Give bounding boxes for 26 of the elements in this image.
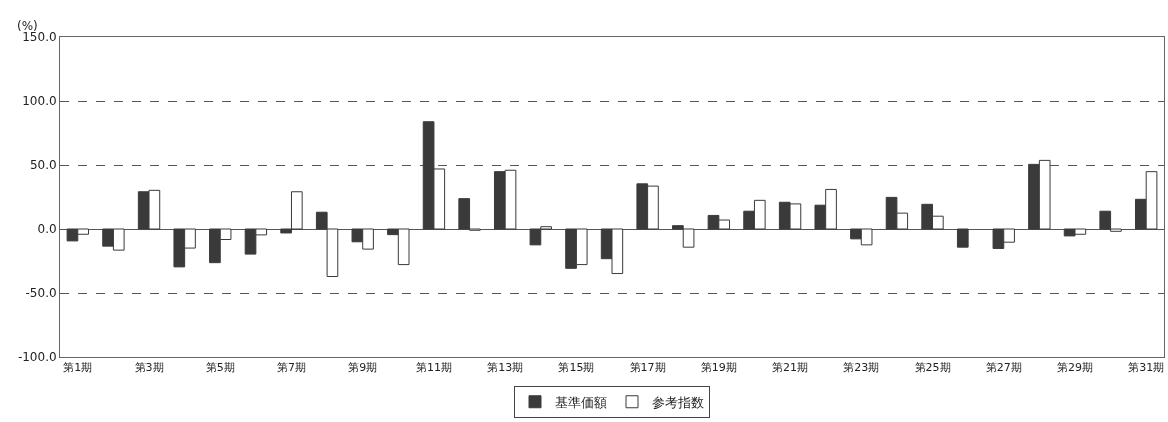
x-tick-label: 第31期 (1128, 361, 1165, 375)
x-tick-label: 第25期 (914, 361, 951, 375)
y-tick-label: 150.0 (22, 30, 57, 45)
x-tick-label: 第5期 (205, 361, 235, 375)
x-tick-label: 第23期 (843, 361, 880, 375)
y-tick-label: -50.0 (25, 286, 57, 301)
x-tick-label: 第21期 (772, 361, 809, 375)
x-tick-label: 第3期 (134, 361, 164, 375)
bar (956, 228, 969, 248)
x-tick-label: 第11期 (415, 361, 452, 375)
y-axis-title: (%) (17, 19, 38, 33)
x-tick-label: 第29期 (1056, 361, 1093, 375)
y-tick-label: 0.0 (37, 222, 57, 237)
legend-label: 基準価額 (555, 394, 607, 410)
x-tick-label: 第27期 (985, 361, 1022, 375)
y-tick-label: 50.0 (29, 158, 57, 173)
y-tick-label: 100.0 (22, 94, 57, 109)
x-tick-label: 第1期 (63, 361, 93, 375)
y-tick-label: -100.0 (17, 350, 57, 365)
x-tick-label: 第15期 (558, 361, 595, 375)
legend-label: 参考指数 (652, 394, 704, 410)
x-tick-label: 第9期 (348, 361, 378, 375)
x-tick-label: 第7期 (276, 361, 306, 375)
x-tick-label: 第17期 (629, 361, 666, 375)
x-tick-label: 第13期 (487, 361, 524, 375)
x-tick-label: 第19期 (700, 361, 737, 375)
